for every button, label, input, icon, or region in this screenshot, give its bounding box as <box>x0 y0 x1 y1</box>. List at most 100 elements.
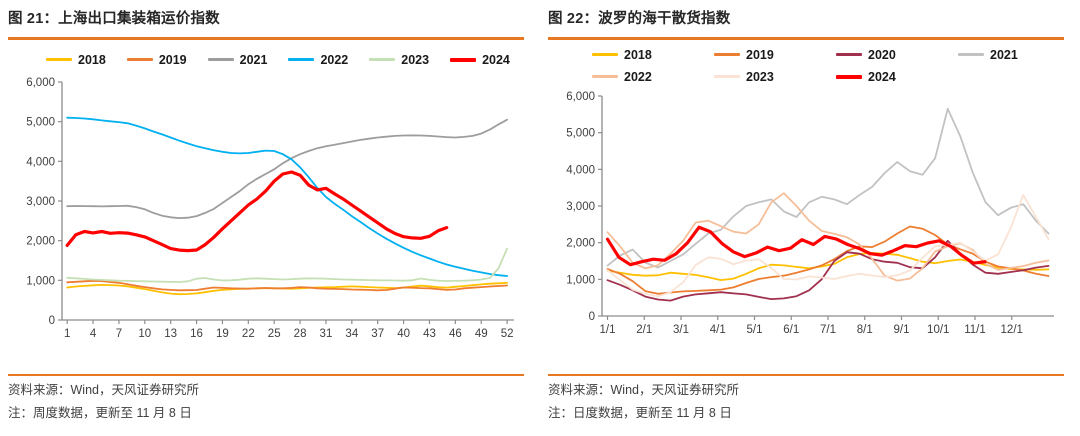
legend-line-swatch-2023 <box>714 75 740 78</box>
x-tick-label: 31 <box>320 328 333 340</box>
legend-label: 2022 <box>320 52 349 67</box>
y-tick-label: 3,000 <box>566 201 595 213</box>
x-tick-label: 7/1 <box>820 324 836 336</box>
series-line-2019 <box>606 225 1050 295</box>
y-tick-label: 6,000 <box>566 91 595 103</box>
legend-label: 2020 <box>868 47 896 62</box>
legend-label: 2019 <box>158 52 187 67</box>
axes <box>601 95 1054 317</box>
figure-title-scfi: 图 21：上海出口集装箱运价指数 <box>8 11 220 27</box>
legend-line-swatch-2023 <box>369 58 396 61</box>
x-tick-label: 6/1 <box>783 324 799 336</box>
x-tick-label: 49 <box>475 328 488 340</box>
series-line-2023 <box>66 247 509 283</box>
legend-label: 2018 <box>624 47 652 62</box>
series-line-2021 <box>606 107 1050 269</box>
series-line-2024 <box>65 169 449 252</box>
legend-label: 2024 <box>482 52 510 67</box>
legend-item-2021: 2021 <box>958 45 1080 65</box>
footer-divider <box>548 373 1064 376</box>
legend-item-2024: 2024 <box>836 67 958 87</box>
panel-bdi: 图 22：波罗的海干散货指数 2018 2019 2020 2021 2022 2023 2… <box>540 0 1080 436</box>
series-line-2024 <box>605 225 987 266</box>
series-line-2023 <box>606 193 1050 297</box>
note-text: 注：日度数据，更新至 11 月 8 日 <box>548 406 732 420</box>
footer-divider <box>8 373 524 376</box>
series-line-2018 <box>606 251 1050 281</box>
legend-label: 2023 <box>401 52 430 67</box>
title-divider <box>548 37 1064 40</box>
legend-item-2024: 2024 <box>450 50 510 70</box>
legend-item-2019: 2019 <box>126 50 187 70</box>
legend-label: 2024 <box>868 69 896 84</box>
y-tick-label: 4,000 <box>566 164 595 176</box>
note-text: 注：周度数据，更新至 11 月 8 日 <box>8 406 192 420</box>
x-tick-label: 28 <box>294 328 307 340</box>
x-tick-label: 1 <box>64 328 70 340</box>
x-tick-label: 10/1 <box>927 324 949 336</box>
legend-bdi: 2018 2019 2020 2021 2022 2023 2024 <box>592 44 1064 88</box>
x-tick-label: 12/1 <box>1001 324 1023 336</box>
legend-label: 2022 <box>624 69 652 84</box>
title-divider <box>8 37 524 40</box>
x-tick-label: 1/1 <box>600 324 616 336</box>
y-tick-label: 4,000 <box>26 156 55 168</box>
legend-line-swatch-2019 <box>714 53 740 56</box>
y-tick-label: 3,000 <box>26 196 55 208</box>
source-text: 资料来源：Wind，天风证券研究所 <box>548 383 739 397</box>
legend-line-swatch-2022 <box>592 75 618 78</box>
x-tick-label: 37 <box>371 328 384 340</box>
y-tick-label: 0 <box>589 311 595 323</box>
legend-scfi: 2018 2019 2021 2022 2023 2024 <box>46 46 524 74</box>
y-tick-label: 2,000 <box>566 237 595 249</box>
x-tick-label: 3/1 <box>673 324 689 336</box>
legend-line-swatch-2022 <box>288 58 315 61</box>
legend-item-2019: 2019 <box>714 45 836 65</box>
x-tick-label: 16 <box>190 328 203 340</box>
x-tick-label: 13 <box>164 328 177 340</box>
y-tick-label: 1,000 <box>566 274 595 286</box>
y-tick-label: 1,000 <box>26 275 55 287</box>
x-tick-label: 10 <box>138 328 151 340</box>
legend-line-swatch-2021 <box>207 58 234 61</box>
legend-item-2023: 2023 <box>714 67 836 87</box>
figure-footer-scfi: 资料来源：Wind，天风证券研究所 注：周度数据，更新至 11 月 8 日 <box>8 367 524 423</box>
legend-item-2018: 2018 <box>46 50 106 70</box>
legend-item-2022: 2022 <box>592 67 714 87</box>
figure-title-bdi: 图 22：波罗的海干散货指数 <box>548 11 731 27</box>
legend-line-swatch-2018 <box>592 53 618 56</box>
x-tick-label: 5/1 <box>747 324 763 336</box>
x-tick-label: 2/1 <box>636 324 652 336</box>
series-line-2021 <box>66 118 509 219</box>
y-tick-label: 2,000 <box>26 235 55 247</box>
legend-line-swatch-2021 <box>958 53 984 56</box>
y-tick-label: 0 <box>49 315 55 327</box>
x-tick-label: 9/1 <box>893 324 909 336</box>
x-tick-label: 43 <box>423 328 436 340</box>
x-tick-label: 7 <box>116 328 122 340</box>
legend-line-swatch-2024 <box>836 74 862 79</box>
x-tick-label: 40 <box>397 328 410 340</box>
y-tick-label: 5,000 <box>26 116 55 128</box>
legend-item-2021: 2021 <box>207 50 267 70</box>
x-tick-label: 25 <box>268 328 281 340</box>
scfi-line-chart: 0 1,000 2,000 3,000 4,000 5,000 6,000 1 4 7 10 13 16… <box>26 77 514 340</box>
x-tick-label: 11/1 <box>964 324 986 336</box>
legend-label: 2018 <box>78 52 106 67</box>
bdi-line-chart: 0 1,000 2,000 3,000 4,000 5,000 6,000 1/1 2/1 3/1… <box>566 91 1054 336</box>
legend-line-swatch-2018 <box>46 58 72 61</box>
panel-scfi: 图 21：上海出口集装箱运价指数 2018 2019 2021 2022 2023 202… <box>8 11 524 423</box>
legend-item-2018: 2018 <box>592 45 714 65</box>
series-line-2020 <box>606 239 1050 302</box>
x-tick-label: 46 <box>449 328 462 340</box>
legend-label: 2019 <box>746 47 774 62</box>
x-tick-label: 34 <box>345 328 358 340</box>
legend-line-swatch-2019 <box>126 58 153 61</box>
x-tick-label: 4 <box>90 328 97 340</box>
series-line-2019 <box>66 279 509 291</box>
y-tick-label: 6,000 <box>26 77 55 89</box>
legend-item-2023: 2023 <box>369 50 429 70</box>
legend-line-swatch-2024 <box>450 57 477 62</box>
x-tick-label: 22 <box>242 328 255 340</box>
